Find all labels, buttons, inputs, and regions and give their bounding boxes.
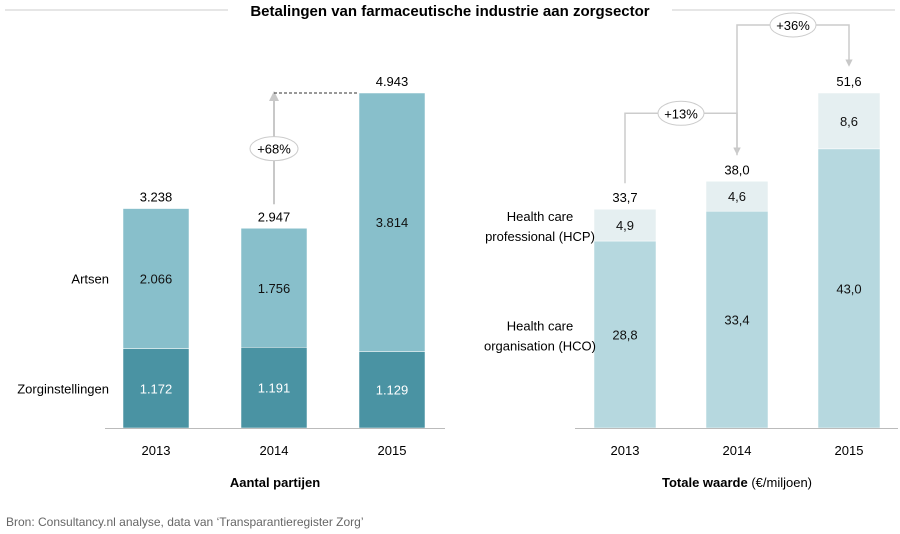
bar-0-artsen-2014: [240, 228, 308, 348]
bar-0-artsen-2015: [358, 92, 426, 352]
x-tick-label: 2015: [378, 443, 407, 458]
total-label: 38,0: [724, 162, 749, 177]
growth-bubble: [657, 100, 705, 126]
bar-1-health-2014: [705, 210, 769, 429]
growth-bubble: [249, 136, 299, 162]
data-label: 33,4: [724, 313, 749, 328]
growth-label: +68%: [257, 142, 291, 157]
bar-0-zorginstellingen-2015: [358, 351, 426, 429]
data-label: 28,8: [612, 328, 637, 343]
total-label: 2.947: [258, 209, 291, 224]
growth-label: +13%: [664, 106, 698, 121]
growth-bubble: [769, 12, 817, 38]
series-label: professional (HCP): [485, 229, 595, 244]
x-tick-label: 2015: [835, 443, 864, 458]
total-label: 33,7: [612, 190, 637, 205]
growth-label: +36%: [776, 18, 810, 33]
bar-1-health-2015: [817, 92, 881, 150]
chart-title: Betalingen van farmaceutische industrie …: [250, 3, 649, 20]
bar-0-artsen-2013: [122, 208, 190, 349]
data-label: 1.191: [258, 381, 291, 396]
x-tick-label: 2013: [611, 443, 640, 458]
x-axis-title: Aantal partijen: [230, 475, 320, 490]
data-label: 1.129: [376, 383, 409, 398]
data-label: 43,0: [836, 281, 861, 296]
total-label: 4.943: [376, 74, 409, 89]
data-label: 1.172: [140, 381, 173, 396]
total-label: 51,6: [836, 74, 861, 89]
series-label: Artsen: [71, 272, 109, 287]
bar-1-health-2015: [817, 148, 881, 429]
data-label: 8,6: [840, 114, 858, 129]
data-label: 3.814: [376, 215, 409, 230]
x-tick-label: 2013: [142, 443, 171, 458]
series-label: Health care: [507, 209, 573, 224]
data-label: 1.756: [258, 281, 291, 296]
data-label: 4,9: [616, 218, 634, 233]
bar-1-health-2014: [705, 181, 769, 212]
series-label: organisation (HCO): [484, 339, 596, 354]
series-label: Health care: [507, 319, 573, 334]
data-label: 4,6: [728, 189, 746, 204]
bar-0-zorginstellingen-2013: [122, 348, 190, 429]
data-label: 2.066: [140, 272, 173, 287]
total-label: 3.238: [140, 190, 173, 205]
bar-1-health-2013: [593, 208, 657, 242]
x-tick-label: 2014: [260, 443, 289, 458]
x-axis-title: Totale waarde (€/miljoen): [662, 475, 812, 490]
series-label: Zorginstellingen: [17, 381, 109, 396]
bar-0-zorginstellingen-2014: [240, 347, 308, 429]
x-tick-label: 2014: [723, 443, 752, 458]
source-note: Bron: Consultancy.nl analyse, data van ‘…: [6, 515, 364, 529]
